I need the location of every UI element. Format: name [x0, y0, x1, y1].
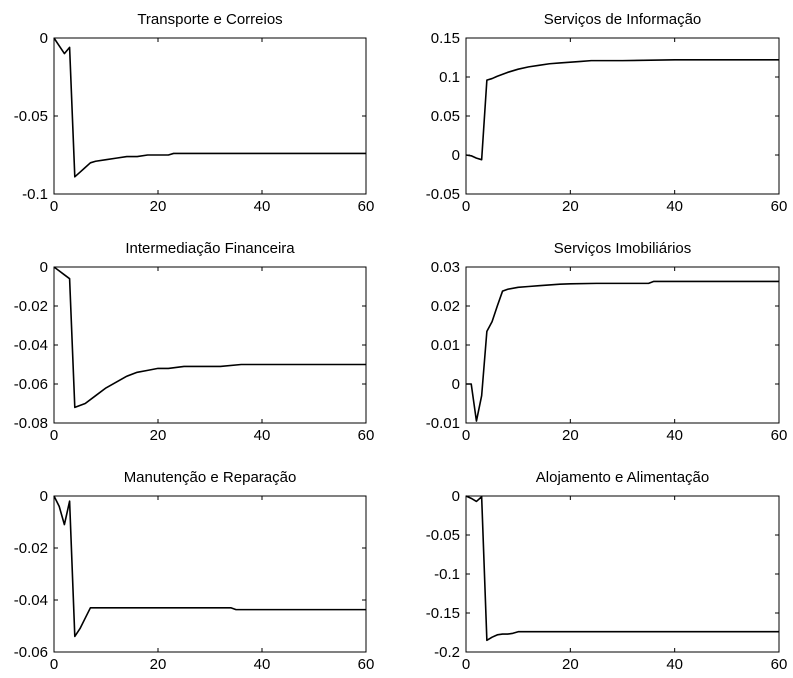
y-tick-label: -0.1: [22, 186, 48, 203]
chart-panel-5: Manutenção e Reparação 0 20 40 60 0 -0.02 -0.04…: [14, 469, 375, 673]
y-tick-label: -0.05: [426, 527, 460, 544]
x-tick-label: 60: [771, 427, 788, 444]
y-tick-label: -0.04: [14, 592, 48, 609]
y-tick-label: 0: [452, 488, 460, 505]
y-tick-label: 0.03: [431, 259, 460, 276]
plot-frame: [465, 495, 780, 653]
y-tick-label: -0.02: [14, 298, 48, 315]
x-tick-label: 0: [462, 656, 470, 673]
series-line-1: [465, 59, 779, 161]
series-line-1: [53, 266, 366, 409]
x-tick-label: 20: [150, 427, 167, 444]
chart-title: Manutenção e Reparação: [124, 469, 297, 486]
y-tick-label: 0: [40, 30, 48, 47]
chart-panel-2: Serviços de Informação 0 20 40 60 0.15 0.1 0.05…: [426, 11, 788, 215]
x-tick-label: 40: [254, 198, 271, 215]
y-tick-label: -0.15: [426, 605, 460, 622]
series-line-1: [466, 280, 779, 422]
chart-title: Intermediação Financeira: [125, 240, 295, 257]
y-tick-label: -0.02: [14, 540, 48, 557]
x-tick-label: 40: [666, 656, 683, 673]
x-tick-label: 20: [562, 656, 579, 673]
x-tick-label: 40: [254, 656, 271, 673]
y-tick-label: -0.08: [14, 415, 48, 432]
chart-panel-3: Intermediação Financeira 0 20 40 60 0 -0.02 -0.…: [14, 240, 375, 444]
y-tick-label: 0: [40, 488, 48, 505]
x-tick-label: 60: [358, 198, 375, 215]
y-tick-label: 0.01: [431, 337, 460, 354]
x-tick-label: 60: [771, 656, 788, 673]
chart-panel-1: Transporte e Correios 0 20 40 60 0 -0.05 -0.1: [14, 11, 375, 215]
y-tick-label: 0.02: [431, 298, 460, 315]
series-line-1: [465, 495, 779, 642]
y-tick-label: -0.06: [14, 644, 48, 661]
chart-title: Transporte e Correios: [137, 11, 282, 28]
y-tick-label: -0.04: [14, 337, 48, 354]
x-tick-label: 20: [562, 427, 579, 444]
chart-panel-6: Alojamento e Alimentação 0 20 40 60 0 -0.05 -0.…: [426, 469, 788, 673]
chart-title: Serviços Imobiliários: [554, 240, 692, 257]
plot-frame: [53, 266, 367, 424]
plot-frame: [465, 266, 780, 424]
chart-panel-4: Serviços Imobiliários 0 20 40 60 0.03 0.02 0.01…: [426, 240, 788, 444]
chart-title: Alojamento e Alimentação: [536, 469, 709, 486]
y-tick-label: -0.06: [14, 376, 48, 393]
x-tick-label: 0: [462, 198, 470, 215]
y-tick-label: -0.1: [434, 566, 460, 583]
y-tick-label: -0.05: [426, 186, 460, 203]
series-line-1: [53, 495, 366, 638]
y-tick-label: -0.01: [426, 415, 460, 432]
y-tick-label: 0: [452, 147, 460, 164]
chart-title: Serviços de Informação: [544, 11, 702, 28]
series-line-1: [53, 37, 366, 178]
x-tick-label: 40: [666, 427, 683, 444]
y-tick-label: 0.1: [439, 69, 460, 86]
x-tick-label: 20: [150, 198, 167, 215]
x-tick-label: 0: [50, 198, 58, 215]
plot-frame: [53, 37, 367, 195]
y-tick-label: 0: [40, 259, 48, 276]
y-tick-label: 0.15: [431, 30, 460, 47]
x-tick-label: 20: [562, 198, 579, 215]
x-tick-label: 0: [50, 656, 58, 673]
x-tick-label: 60: [358, 656, 375, 673]
x-tick-label: 40: [666, 198, 683, 215]
x-tick-label: 60: [358, 427, 375, 444]
plot-frame: [53, 495, 367, 653]
x-tick-label: 0: [50, 427, 58, 444]
y-tick-label: 0.05: [431, 108, 460, 125]
x-tick-label: 0: [462, 427, 470, 444]
x-tick-label: 40: [254, 427, 271, 444]
x-tick-label: 60: [771, 198, 788, 215]
y-tick-label: -0.2: [434, 644, 460, 661]
y-tick-label: -0.05: [14, 108, 48, 125]
y-tick-label: 0: [452, 376, 460, 393]
x-tick-label: 20: [150, 656, 167, 673]
